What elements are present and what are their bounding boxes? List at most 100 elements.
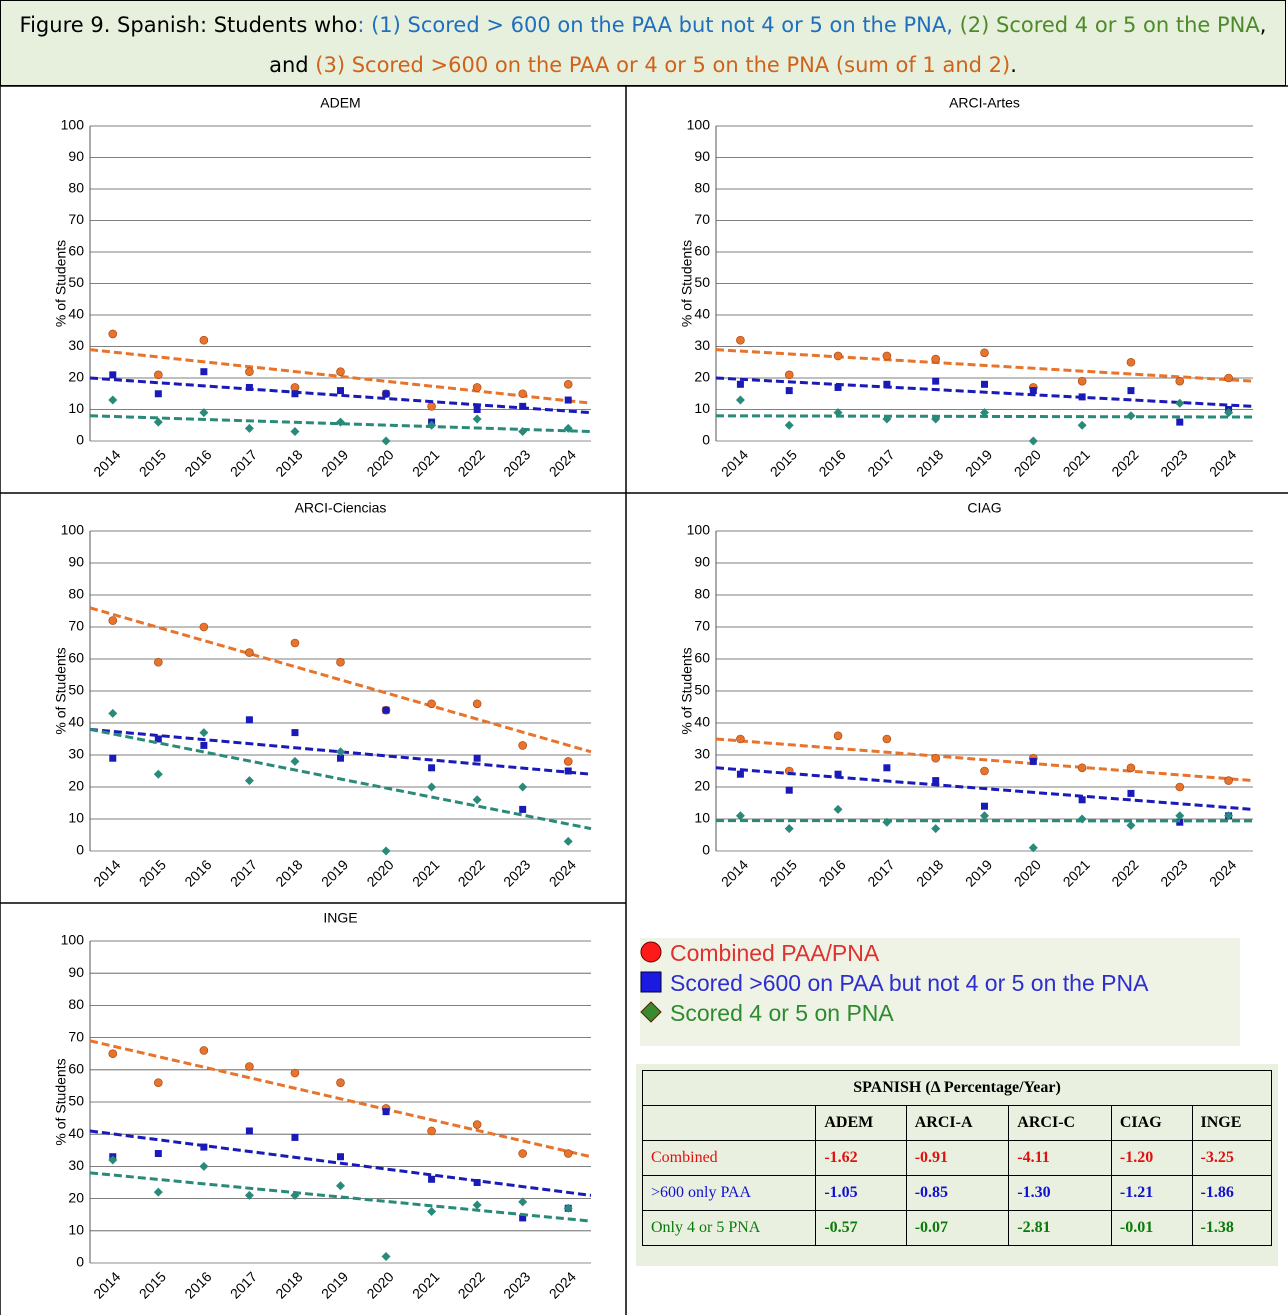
legend-marker (640, 941, 662, 963)
point (518, 389, 527, 399)
legend-item: Scored >600 on PAA but not 4 or 5 on the… (640, 968, 1240, 998)
point (882, 351, 892, 361)
point (153, 1187, 163, 1197)
table-row: Combined -1.62 -0.91 -4.11 -1.20 -3.25 (641, 1140, 1273, 1176)
column-header: CIAG (1110, 1105, 1193, 1141)
point (382, 390, 390, 398)
chart-title: ARCI-Artes (949, 95, 1020, 111)
legend-marker (640, 971, 662, 993)
y-tick-label: 70 (694, 211, 710, 227)
x-tick-label: 2023 (1157, 856, 1190, 889)
x-tick-label: 2015 (136, 446, 169, 479)
y-axis-label: % of Students (679, 240, 695, 327)
y-tick-label: 100 (687, 117, 711, 133)
point (882, 817, 892, 827)
point (108, 395, 118, 405)
point (1028, 436, 1038, 446)
table-cell: -0.57 (815, 1210, 907, 1246)
point (1078, 393, 1086, 401)
point (1224, 776, 1233, 785)
y-tick-label: 50 (68, 274, 84, 290)
point (563, 836, 573, 846)
point (1078, 796, 1086, 804)
point (108, 1049, 118, 1058)
y-tick-label: 80 (68, 996, 84, 1012)
x-tick-label: 2015 (767, 856, 800, 889)
y-tick-label: 0 (702, 842, 710, 858)
point (784, 420, 794, 430)
point (563, 1203, 573, 1213)
point (473, 754, 481, 762)
table-cell: -4.11 (1008, 1140, 1112, 1176)
trend-line (89, 348, 592, 405)
point (200, 368, 208, 376)
point (931, 354, 940, 364)
column-header: INGE (1191, 1105, 1273, 1141)
y-tick-label: 30 (68, 1157, 84, 1173)
point (472, 1120, 482, 1129)
y-tick-label: 0 (76, 842, 84, 858)
x-tick-label: 2024 (546, 856, 579, 889)
y-tick-label: 90 (694, 148, 710, 164)
point (1126, 820, 1136, 830)
point (931, 753, 940, 763)
point (199, 408, 209, 418)
table-cell: -2.81 (1008, 1210, 1112, 1246)
y-tick-label: 10 (694, 810, 710, 826)
point (290, 1068, 300, 1078)
point (563, 757, 573, 766)
table-cell: -1.86 (1191, 1175, 1273, 1211)
table-row: >600 only PAA -1.05 -0.85 -1.30 -1.21 -1.86 (641, 1175, 1273, 1211)
point (472, 383, 482, 392)
point (834, 770, 842, 778)
point (108, 708, 118, 718)
y-tick-label: 100 (61, 117, 85, 133)
y-tick-label: 20 (68, 778, 84, 794)
table: SPANISH (Δ Percentage/Year) ADEM ARCI-A ARC… (641, 1070, 1273, 1246)
point (382, 1108, 390, 1116)
point (245, 716, 253, 724)
point (337, 1153, 344, 1161)
point (519, 1214, 527, 1222)
table-cell: -0.01 (1110, 1210, 1193, 1246)
point (472, 414, 482, 424)
point (882, 414, 892, 424)
x-tick-label: 2018 (272, 856, 305, 889)
point (518, 1197, 528, 1207)
chart-title: ADEM (320, 95, 360, 111)
point (154, 657, 163, 667)
point (290, 1190, 300, 1200)
point (472, 699, 482, 709)
point (833, 731, 843, 741)
y-tick-label: 30 (68, 746, 84, 762)
y-tick-label: 80 (694, 180, 710, 196)
table-cell: -0.85 (905, 1175, 1010, 1211)
trend-line (89, 1039, 592, 1159)
point (736, 770, 744, 778)
point (1077, 376, 1087, 386)
chart-title: INGE (323, 910, 357, 926)
trend-line (89, 1171, 592, 1223)
table-cell: -0.91 (905, 1140, 1010, 1176)
point (980, 811, 989, 821)
column-header: ARCI-A (905, 1105, 1010, 1141)
y-tick-label: 0 (76, 1254, 84, 1270)
point (931, 824, 941, 834)
x-tick-label: 2023 (500, 446, 533, 479)
point (200, 741, 208, 749)
x-tick-label: 2022 (455, 446, 488, 479)
y-tick-label: 0 (76, 432, 84, 448)
point (980, 408, 989, 418)
point (980, 348, 989, 358)
y-tick-label: 30 (68, 337, 84, 353)
point (245, 1062, 254, 1071)
caption-part: (3) Scored >600 on the PAA or 4 or 5 on … (315, 53, 1011, 77)
column-header: ADEM (815, 1105, 907, 1141)
point (427, 1206, 437, 1216)
y-tick-label: 80 (68, 180, 84, 196)
table-header-row: ADEM ARCI-A ARCI-C CIAG INGE (641, 1105, 1273, 1141)
point (336, 657, 345, 667)
y-tick-label: 20 (694, 369, 710, 385)
point (245, 367, 254, 377)
